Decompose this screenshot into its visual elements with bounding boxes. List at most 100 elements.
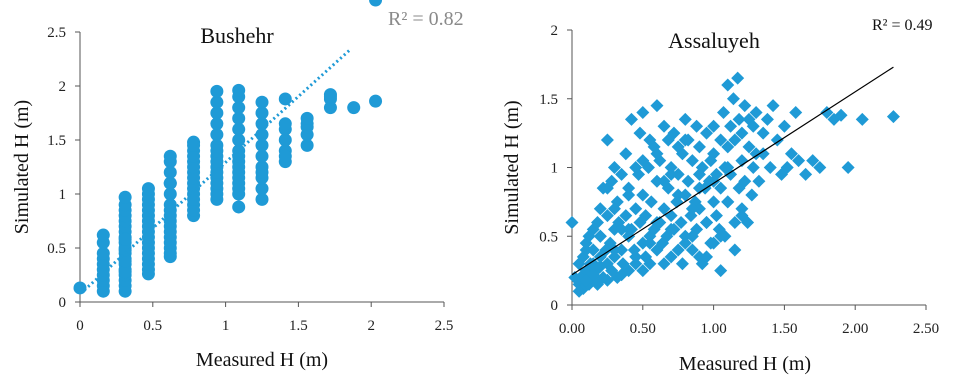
assaluyeh-x-tick-label: 2.00 — [842, 321, 868, 337]
bushehr-data-point — [163, 214, 177, 228]
assaluyeh-data-point — [728, 216, 742, 229]
bushehr-data-point — [118, 190, 132, 204]
assaluyeh-data-point — [780, 161, 794, 174]
assaluyeh-data-point — [643, 133, 657, 147]
bushehr-y-tick-label: 1.5 — [47, 133, 66, 149]
bushehr-x-tick-label: 0.5 — [143, 318, 162, 334]
assaluyeh-data-point — [685, 229, 699, 243]
assaluyeh-data-point — [664, 161, 678, 174]
assaluyeh-data-point — [735, 209, 749, 223]
bushehr-data-point — [187, 203, 201, 217]
assaluyeh-data-point — [615, 167, 629, 181]
assaluyeh-data-point — [728, 133, 742, 147]
assaluyeh-data-point — [752, 174, 766, 188]
bushehr-data-point — [73, 281, 87, 295]
assaluyeh-data-point — [624, 112, 638, 126]
bushehr-panel: 0 0.5 1 1.5 2 2.5 0 0.5 1 1.5 2 2.5 Bushehr R² = 0.82… — [11, 0, 464, 371]
bushehr-data-point — [255, 138, 269, 152]
assaluyeh-data-point — [607, 161, 621, 174]
assaluyeh-data-point — [834, 108, 848, 122]
assaluyeh-data-point — [586, 257, 600, 271]
assaluyeh-data-point — [593, 202, 607, 216]
bushehr-r2-annotation: R² = 0.82 — [388, 8, 464, 30]
assaluyeh-data-point — [671, 140, 685, 154]
assaluyeh-data-point — [636, 106, 650, 119]
assaluyeh-data-point — [615, 222, 629, 236]
assaluyeh-data-point — [738, 99, 752, 113]
bushehr-data-point — [278, 149, 292, 163]
assaluyeh-data-point — [746, 161, 760, 174]
bushehr-data-point — [118, 254, 132, 268]
assaluyeh-data-point — [721, 78, 735, 92]
assaluyeh-data-point — [629, 250, 643, 264]
assaluyeh-data-point — [692, 181, 706, 195]
assaluyeh-data-point — [643, 236, 657, 250]
bushehr-data-point — [300, 138, 314, 152]
bushehr-data-point — [187, 171, 201, 185]
bushehr-data-point — [255, 95, 269, 109]
assaluyeh-data-point — [650, 99, 664, 113]
assaluyeh-data-point — [644, 195, 658, 209]
assaluyeh-data-point — [643, 257, 657, 271]
bushehr-data-point — [232, 171, 246, 185]
assaluyeh-data-point — [724, 119, 738, 133]
bushehr-data-point — [232, 122, 246, 136]
assaluyeh-data-point — [777, 119, 791, 133]
assaluyeh-data-point — [633, 126, 647, 140]
assaluyeh-data-point — [678, 112, 692, 126]
assaluyeh-data-point — [760, 112, 774, 126]
assaluyeh-data-point — [636, 264, 650, 278]
bushehr-data-point — [187, 138, 201, 152]
assaluyeh-data-point — [678, 229, 692, 243]
bushehr-data-point — [187, 160, 201, 174]
assaluyeh-data-point — [855, 112, 869, 126]
assaluyeh-data-point — [565, 216, 579, 229]
bushehr-x-tick-label: 2.5 — [435, 318, 454, 334]
assaluyeh-data-point — [657, 202, 671, 216]
assaluyeh-data-point — [622, 188, 636, 202]
assaluyeh-data-point — [707, 174, 721, 188]
bushehr-data-point — [278, 133, 292, 147]
assaluyeh-data-point — [700, 250, 714, 264]
assaluyeh-data-point — [721, 140, 735, 154]
assaluyeh-x-tick-label: 1.50 — [771, 321, 797, 337]
assaluyeh-data-point — [792, 154, 806, 168]
assaluyeh-data-point — [657, 174, 671, 188]
bushehr-data-point — [163, 149, 177, 163]
bushehr-data-point — [141, 182, 155, 196]
assaluyeh-x-tick-label: 0.00 — [559, 321, 585, 337]
assaluyeh-data-point — [707, 236, 721, 250]
assaluyeh-trendline — [571, 66, 894, 276]
assaluyeh-data-point — [619, 147, 633, 161]
assaluyeh-data-point — [721, 195, 735, 209]
assaluyeh-data-point — [636, 236, 650, 250]
assaluyeh-data-point — [600, 273, 614, 287]
assaluyeh-data-point — [615, 243, 629, 257]
assaluyeh-data-point — [695, 161, 709, 174]
bushehr-x-tick-label: 1.5 — [289, 318, 308, 334]
assaluyeh-y-tick-label: 1 — [551, 161, 559, 177]
assaluyeh-data-point — [678, 133, 692, 147]
bushehr-data-point — [255, 149, 269, 163]
bushehr-y-axis-label: Simulated H (m) — [11, 100, 33, 234]
assaluyeh-data-point — [728, 243, 742, 257]
assaluyeh-y-tick-label: 2 — [551, 23, 559, 39]
bushehr-data-point — [278, 117, 292, 131]
assaluyeh-data-point — [692, 140, 706, 154]
bushehr-data-point — [163, 236, 177, 250]
assaluyeh-y-axis-label: Simulated H (m) — [501, 100, 523, 234]
bushehr-data-point — [255, 182, 269, 196]
bushehr-x-tick-label: 1 — [222, 318, 230, 334]
assaluyeh-data-point — [756, 126, 770, 140]
bushehr-data-point — [232, 101, 246, 115]
assaluyeh-data-point — [707, 195, 721, 209]
assaluyeh-data-point — [700, 126, 714, 140]
bushehr-data-point — [210, 144, 224, 158]
assaluyeh-data-point — [742, 140, 756, 154]
assaluyeh-data-point — [622, 222, 636, 236]
assaluyeh-data-point — [629, 202, 643, 216]
bushehr-data-point — [187, 149, 201, 163]
assaluyeh-data-point — [690, 119, 704, 133]
bushehr-data-point — [232, 149, 246, 163]
assaluyeh-data-point — [639, 209, 653, 223]
